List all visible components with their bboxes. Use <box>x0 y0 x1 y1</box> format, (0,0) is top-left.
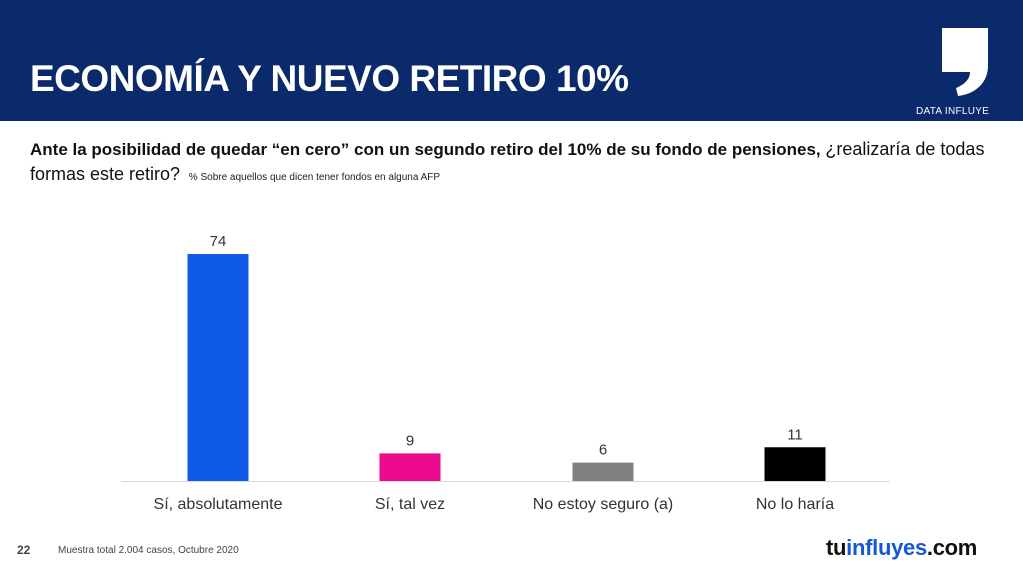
bar-1 <box>187 254 249 481</box>
data-label-2: 9 <box>406 432 414 449</box>
site-part-2: influyes <box>846 535 927 560</box>
category-label-2: Sí, tal vez <box>375 496 445 513</box>
page-title: ECONOMÍA Y NUEVO RETIRO 10% <box>30 58 629 99</box>
site-logo: tuinfluyes.com <box>826 535 977 561</box>
data-label-3: 6 <box>599 442 607 459</box>
site-part-3: .com <box>926 535 978 560</box>
brand-name: DATA INFLUYE <box>916 106 990 117</box>
question-normal: ¿realizaría de todas formas este retiro? <box>30 139 985 184</box>
question-bold: Ante la posibilidad de quedar “en cero” … <box>30 140 821 159</box>
bar-4 <box>764 447 826 481</box>
comma-quote-icon <box>942 28 988 96</box>
data-label-1: 74 <box>210 233 227 250</box>
question-note: % Sobre aquellos que dicen tener fondos … <box>188 172 441 183</box>
question-text: Ante la posibilidad de quedar “en cero” … <box>30 137 1005 190</box>
category-label-1: Sí, absolutamente <box>154 496 283 513</box>
bar-3 <box>572 462 634 481</box>
category-label-3: No estoy seguro (a) <box>533 496 674 513</box>
sample-note: Muestra total 2.004 casos, Octubre 2020 <box>58 545 239 556</box>
site-part-1: tu <box>826 535 847 560</box>
page-number: 22 <box>17 543 31 557</box>
header-bar: ECONOMÍA Y NUEVO RETIRO 10% DATA INFLUYE <box>0 0 1023 121</box>
bar-2 <box>379 453 441 481</box>
category-label-4: No lo haría <box>756 496 834 513</box>
data-label-4: 11 <box>787 426 803 443</box>
